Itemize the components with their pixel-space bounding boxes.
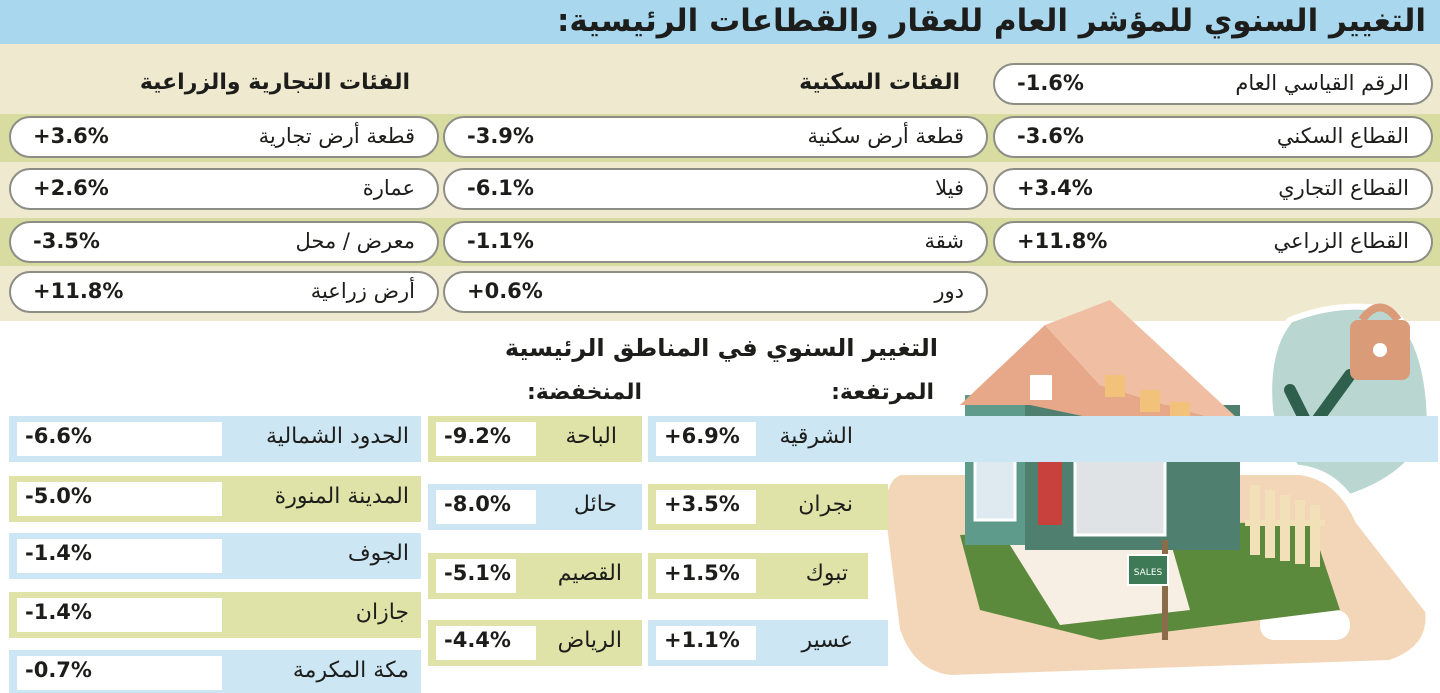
sector-label: القطاع التجاري <box>1278 176 1409 200</box>
sector-label: القطاع السكني <box>1276 124 1409 148</box>
region-value: -5.0% <box>25 484 92 508</box>
commercial-pill: قطعة أرض تجارية +3.6% <box>9 116 439 158</box>
commercial-value: -3.5% <box>33 229 100 253</box>
regions-title: التغيير السنوي في المناطق الرئيسية <box>504 334 938 362</box>
region-value-box: +3.5% <box>656 490 756 524</box>
residential-pill: دور +0.6% <box>443 271 988 313</box>
region-row: الحدود الشمالية -6.6% <box>9 416 421 462</box>
region-value-box: -0.7% <box>17 656 222 690</box>
region-value: +3.5% <box>664 492 740 516</box>
region-value-box: -5.1% <box>436 559 516 593</box>
residential-value: -6.1% <box>467 176 534 200</box>
residential-value: -3.9% <box>467 124 534 148</box>
commercial-pill: معرض / محل -3.5% <box>9 221 439 263</box>
residential-value: +0.6% <box>467 279 543 303</box>
region-value-box: +1.1% <box>656 626 756 660</box>
residential-value: -1.1% <box>467 229 534 253</box>
region-value-box: -1.4% <box>17 539 222 573</box>
region-value-box: -6.6% <box>17 422 222 456</box>
high-regions-header: المرتفعة: <box>831 380 934 405</box>
sector-label: الرقم القياسي العام <box>1235 71 1409 95</box>
title-band <box>0 0 1440 44</box>
region-value: +1.1% <box>664 628 740 652</box>
region-value-box: -4.4% <box>436 626 536 660</box>
region-value: -6.6% <box>25 424 92 448</box>
house-illustration: SALES <box>874 300 1436 686</box>
commercial-pill: أرض زراعية +11.8% <box>9 271 439 313</box>
sector-pill: الرقم القياسي العام -1.6% <box>993 63 1433 105</box>
region-label: الحدود الشمالية <box>266 424 409 449</box>
sign-text: SALES <box>1134 568 1163 578</box>
region-row: عسير +1.1% <box>648 620 888 666</box>
page-title: التغيير السنوي للمؤشر العام للعقار والقط… <box>557 3 1426 39</box>
sector-value: +11.8% <box>1017 229 1108 253</box>
region-row: جازان -1.4% <box>9 592 421 638</box>
region-row: القصيم -5.1% <box>428 553 642 599</box>
region-value: -4.4% <box>444 628 511 652</box>
region-value: -5.1% <box>444 561 511 585</box>
region-value-box: -5.0% <box>17 482 222 516</box>
region-row: مكة المكرمة -0.7% <box>9 650 421 693</box>
sales-sign-icon: SALES <box>1127 540 1169 640</box>
region-value: +1.5% <box>664 561 740 585</box>
sector-pill: القطاع السكني -3.6% <box>993 116 1433 158</box>
region-label: نجران <box>798 492 853 517</box>
region-value: -8.0% <box>444 492 511 516</box>
region-label: حائل <box>573 492 617 517</box>
sector-pill: القطاع التجاري +3.4% <box>993 168 1433 210</box>
region-value-box: +1.5% <box>656 559 756 593</box>
sector-value: +3.4% <box>1017 176 1093 200</box>
commercial-value: +11.8% <box>33 279 124 303</box>
region-row: الشرقية +6.9% <box>648 416 1438 462</box>
region-label: تبوك <box>805 561 848 586</box>
region-value-box: -9.2% <box>436 422 536 456</box>
region-value: -0.7% <box>25 658 92 682</box>
sector-label: القطاع الزراعي <box>1273 229 1409 253</box>
commercial-label: قطعة أرض تجارية <box>258 124 415 148</box>
sector-pill: القطاع الزراعي +11.8% <box>993 221 1433 263</box>
sector-value: -3.6% <box>1017 124 1084 148</box>
residential-label: قطعة أرض سكنية <box>807 124 965 148</box>
region-value-box: +6.9% <box>656 422 756 456</box>
region-value: -9.2% <box>444 424 511 448</box>
region-value: +6.9% <box>664 424 740 448</box>
commercial-value: +3.6% <box>33 124 109 148</box>
region-label: الجوف <box>347 541 409 566</box>
region-value-box: -8.0% <box>436 490 536 524</box>
commercial-pill: عمارة +2.6% <box>9 168 439 210</box>
region-value: -1.4% <box>25 541 92 565</box>
commercial-label: معرض / محل <box>295 229 416 253</box>
commercial-label: عمارة <box>362 176 415 200</box>
region-label: القصيم <box>557 561 622 586</box>
residential-label: شقة <box>924 229 964 253</box>
region-row: تبوك +1.5% <box>648 553 868 599</box>
region-value-box: -1.4% <box>17 598 222 632</box>
region-label: المدينة المنورة <box>274 484 409 509</box>
residential-label: فيلا <box>935 176 964 200</box>
region-row: الباحة -9.2% <box>428 416 642 462</box>
region-label: عسير <box>801 628 853 653</box>
region-label: جازان <box>355 600 409 625</box>
sector-value: -1.6% <box>1017 71 1084 95</box>
residential-header: الفئات السكنية <box>799 70 960 95</box>
residential-pill: فيلا -6.1% <box>443 168 988 210</box>
residential-label: دور <box>934 279 964 303</box>
region-row: المدينة المنورة -5.0% <box>9 476 421 522</box>
region-label: مكة المكرمة <box>292 658 409 683</box>
region-label: الرياض <box>557 628 622 653</box>
commercial-header: الفئات التجارية والزراعية <box>139 70 410 95</box>
residential-pill: شقة -1.1% <box>443 221 988 263</box>
region-label: الشرقية <box>779 424 853 449</box>
region-row: نجران +3.5% <box>648 484 888 530</box>
region-row: الرياض -4.4% <box>428 620 642 666</box>
region-value: -1.4% <box>25 600 92 624</box>
region-row: الجوف -1.4% <box>9 533 421 579</box>
commercial-value: +2.6% <box>33 176 109 200</box>
low-regions-header: المنخفضة: <box>526 380 642 405</box>
commercial-label: أرض زراعية <box>310 279 415 303</box>
residential-pill: قطعة أرض سكنية -3.9% <box>443 116 988 158</box>
region-row: حائل -8.0% <box>428 484 642 530</box>
region-label: الباحة <box>565 424 617 449</box>
